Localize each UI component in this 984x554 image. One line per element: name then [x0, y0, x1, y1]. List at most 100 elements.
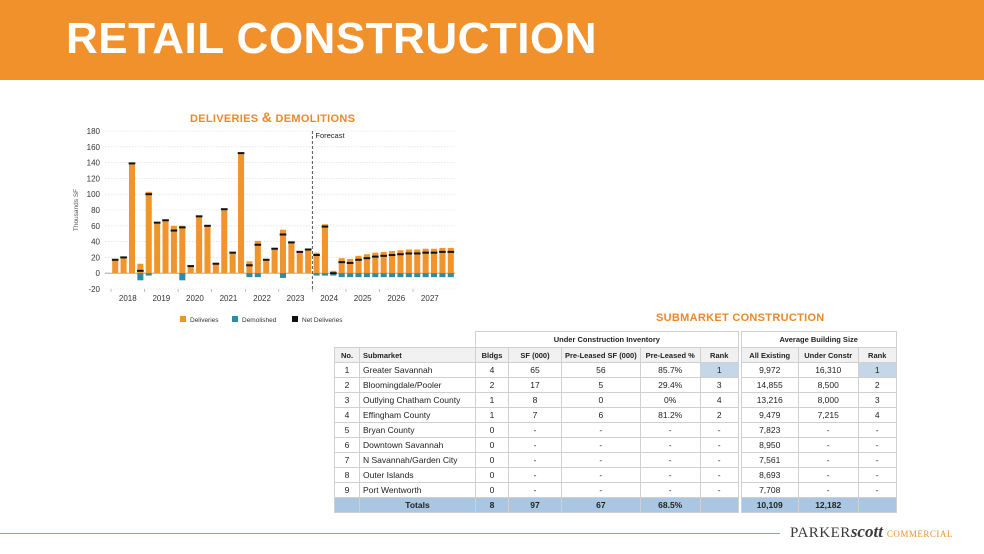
cell-rank2: 2: [857, 377, 897, 393]
x-tick-label: 2024: [320, 294, 338, 303]
x-tick-label: 2027: [421, 294, 439, 303]
cell-rank2: -: [857, 482, 897, 498]
delivery-bar: [431, 248, 438, 274]
demolition-bar: [338, 273, 345, 278]
x-tick-label: 2018: [119, 294, 137, 303]
legend-swatch: [232, 316, 238, 322]
x-tick-label: 2025: [354, 294, 372, 303]
cell-submarket: Outlying Chatham County: [359, 392, 476, 408]
y-tick-label: -20: [88, 285, 100, 294]
delivery-bar: [363, 254, 370, 274]
y-axis-label: Thousands SF: [73, 189, 80, 231]
delivery-bar: [405, 249, 412, 274]
cell-no: 3: [334, 392, 360, 408]
cell-submarket: Outer Islands: [359, 467, 476, 483]
cell-preleased-sf: 56: [561, 362, 641, 378]
table-header-row: No. Submarket Bldgs SF (000) Pre-Leased …: [334, 347, 897, 363]
cell-bldgs: 0: [475, 437, 509, 453]
legend-label: Demolished: [242, 317, 277, 324]
cell-rank: -: [699, 437, 739, 453]
cell-submarket: Greater Savannah: [359, 362, 476, 378]
cell-rank: -: [699, 422, 739, 438]
cell-preleased-pct: -: [639, 437, 701, 453]
table-row: 2 Bloomingdale/Pooler 2 17 5 29.4% 3 14,855 8,50…: [334, 377, 897, 393]
demolition-bar: [330, 273, 337, 276]
cell-sf: -: [508, 422, 562, 438]
cell-no: 6: [334, 437, 360, 453]
cell-rank: -: [699, 452, 739, 468]
cell-sf: 65: [508, 362, 562, 378]
logo-part1: PARKER: [790, 525, 851, 541]
delivery-bar: [279, 229, 287, 274]
cell-sf: -: [508, 452, 562, 468]
cell-rank2: 1: [857, 362, 897, 378]
demolition-bar: [397, 273, 404, 278]
cell-all-existing: 14,855: [740, 377, 799, 393]
delivery-bar: [154, 222, 161, 274]
cell-bldgs: 4: [475, 362, 509, 378]
cell-all-existing: 8,693: [740, 467, 799, 483]
footer-divider: [0, 533, 780, 534]
col-bldgs: Bldgs: [475, 347, 509, 363]
cell-bldgs: 1: [475, 407, 509, 423]
delivery-bar: [238, 153, 245, 274]
net-delivery-marker: [405, 252, 413, 255]
cell-all-existing: 9,479: [740, 407, 799, 423]
cell-bldgs: 0: [475, 452, 509, 468]
cell-under-constr: 8,000: [797, 392, 859, 408]
delivery-bar: [447, 247, 454, 274]
net-delivery-marker: [321, 225, 329, 228]
totals-bldgs: 8: [475, 497, 509, 513]
cell-all-existing: 13,216: [740, 392, 799, 408]
net-delivery-marker: [304, 248, 312, 251]
demolition-bar: [313, 273, 320, 276]
cell-bldgs: 2: [475, 377, 509, 393]
delivery-bar: [246, 261, 253, 274]
table-row: 9 Port Wentworth 0- - - -7,708- -: [334, 482, 897, 498]
net-delivery-marker: [120, 256, 127, 259]
net-delivery-marker: [128, 162, 136, 165]
cell-preleased-sf: -: [561, 467, 641, 483]
y-tick-label: 120: [87, 174, 101, 183]
net-delivery-marker: [296, 250, 304, 253]
totals-all-existing: 10,109: [740, 497, 799, 513]
table-group-header-row: Under Construction Inventory Average Bui…: [335, 331, 897, 348]
delivery-bar: [187, 266, 194, 274]
cell-sf: -: [508, 482, 562, 498]
y-tick-label: 80: [91, 206, 100, 215]
net-delivery-marker: [153, 221, 161, 224]
delivery-bar: [212, 263, 219, 274]
delivery-bar: [254, 240, 261, 274]
cell-all-existing: 7,708: [740, 482, 799, 498]
cell-rank2: 3: [857, 392, 897, 408]
demolition-bar: [347, 273, 354, 278]
cell-submarket: Bryan County: [359, 422, 476, 438]
demolition-bar: [414, 273, 421, 278]
submarket-title: SUBMARKET CONSTRUCTION: [656, 312, 825, 324]
cell-preleased-sf: 6: [561, 407, 641, 423]
group-average-building-size: Average Building Size: [740, 331, 897, 348]
group-under-construction: Under Construction Inventory: [475, 331, 739, 348]
x-tick-label: 2022: [253, 294, 271, 303]
y-tick-label: 180: [87, 127, 101, 136]
legend-swatch: [180, 316, 186, 322]
net-delivery-marker: [246, 264, 253, 267]
y-tick-label: 0: [96, 269, 101, 278]
cell-bldgs: 0: [475, 422, 509, 438]
net-delivery-marker: [422, 251, 429, 254]
cell-all-existing: 9,972: [740, 362, 799, 378]
demolition-bar: [380, 273, 387, 278]
delivery-bar: [422, 248, 429, 274]
cell-under-constr: 8,500: [797, 377, 859, 393]
delivery-bar: [145, 191, 152, 274]
net-delivery-marker: [111, 258, 119, 261]
header-banner: RETAIL CONSTRUCTION: [0, 0, 984, 80]
delivery-bar: [389, 251, 396, 274]
cell-preleased-sf: 0: [561, 392, 641, 408]
cell-rank2: -: [857, 422, 897, 438]
cell-sf: 8: [508, 392, 562, 408]
delivery-bar: [271, 248, 278, 274]
net-delivery-marker: [162, 219, 169, 222]
net-delivery-marker: [439, 250, 446, 253]
